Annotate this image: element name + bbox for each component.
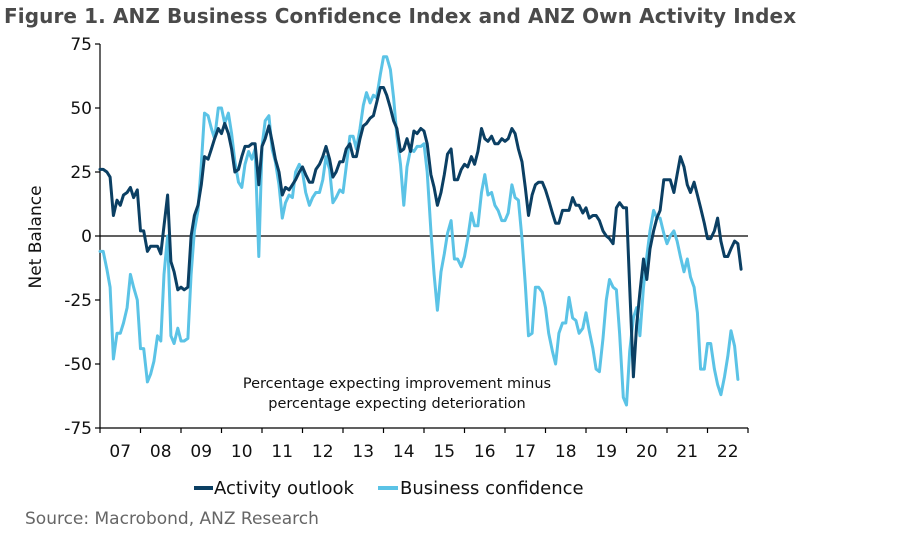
x-tick-label: 14 (393, 442, 415, 462)
y-tick-label: 75 (70, 35, 92, 55)
legend: Activity outlook Business confidence (194, 478, 584, 499)
series-line-activity-outlook (98, 86, 743, 379)
axes: 75 50 25 0 -25 -50 -75 07 08 09 10 11 12 13 14 15 16 17 18… (64, 35, 749, 462)
legend-label-activity-outlook: Activity outlook (214, 478, 355, 499)
y-tick-label: -25 (64, 291, 92, 311)
x-tick-label: 08 (150, 442, 172, 462)
series-line-business-confidence (98, 55, 740, 407)
y-tick-label: 50 (70, 99, 92, 119)
x-tick-label: 17 (514, 442, 536, 462)
x-tick-label: 15 (433, 442, 455, 462)
x-tick-label: 18 (555, 442, 577, 462)
y-axis-title-group: Net Balance (26, 185, 46, 288)
y-tick-label: -50 (64, 355, 92, 375)
x-tick-label: 11 (271, 442, 293, 462)
x-tick-label: 13 (352, 442, 374, 462)
x-tick-label: 19 (595, 442, 617, 462)
x-tick-label: 21 (676, 442, 698, 462)
y-tick-label: 25 (70, 163, 92, 183)
y-tick-label: -75 (64, 419, 92, 439)
y-axis-title: Net Balance (26, 185, 46, 288)
x-tick-label: 22 (717, 442, 739, 462)
x-tick-label: 09 (190, 442, 212, 462)
x-tick-label: 12 (312, 442, 334, 462)
legend-label-business-confidence: Business confidence (400, 478, 584, 499)
x-tick-label: 16 (474, 442, 496, 462)
annotation-group: Percentage expecting improvement minus p… (243, 376, 551, 412)
source-note: Source: Macrobond, ANZ Research (25, 509, 319, 529)
annotation-line-1: Percentage expecting improvement minus (243, 376, 551, 392)
y-tick-label: 0 (81, 227, 92, 247)
annotation-line-2: percentage expecting deterioration (268, 396, 525, 412)
x-tick-label: 10 (231, 442, 253, 462)
x-tick-label: 20 (636, 442, 658, 462)
x-tick-label: 07 (109, 442, 131, 462)
series-lines (98, 55, 743, 407)
chart-title: Figure 1. ANZ Business Confidence Index … (4, 4, 797, 28)
